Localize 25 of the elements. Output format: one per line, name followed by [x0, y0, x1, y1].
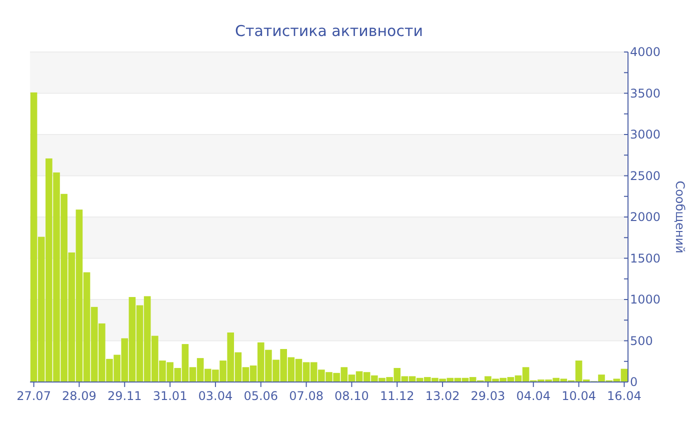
x-tick-label: 29.11 [107, 389, 142, 403]
x-tick-label: 10.04 [562, 389, 596, 403]
y2-tick-label: 2500 [630, 168, 661, 183]
y2-axis-title: Сообщений [673, 180, 687, 254]
x-tick-label: 16.04 [607, 389, 642, 403]
x-tick-label: 13.02 [425, 389, 460, 403]
y2-tick-label: 3500 [630, 86, 661, 100]
x-tick-label: 31.01 [152, 389, 188, 403]
x-tick-label: 03.04 [198, 389, 233, 403]
x-tick-label: 07.08 [289, 389, 324, 403]
x-tick-label: 04.04 [516, 389, 551, 403]
y2-tick-label: 1000 [630, 292, 661, 306]
x-tick-label: 28.09 [62, 389, 96, 403]
x-tick-label: 27.07 [16, 389, 51, 403]
x-tick-label: 11.12 [380, 389, 414, 403]
y2-tick-label: 2000 [630, 210, 661, 224]
y2-tick-label: 0 [630, 375, 638, 389]
x-tick-label: 29.03 [470, 389, 506, 403]
y2-tick-label: 3000 [630, 128, 661, 142]
x-tick-label: 08.10 [334, 389, 369, 403]
y2-tick-label: 4000 [630, 45, 661, 59]
y2-tick-label: 500 [630, 334, 653, 348]
y2-tick-label: 1500 [630, 251, 661, 266]
chart-title: Статистика активности [235, 22, 423, 40]
x-tick-label: 05.06 [244, 389, 278, 403]
